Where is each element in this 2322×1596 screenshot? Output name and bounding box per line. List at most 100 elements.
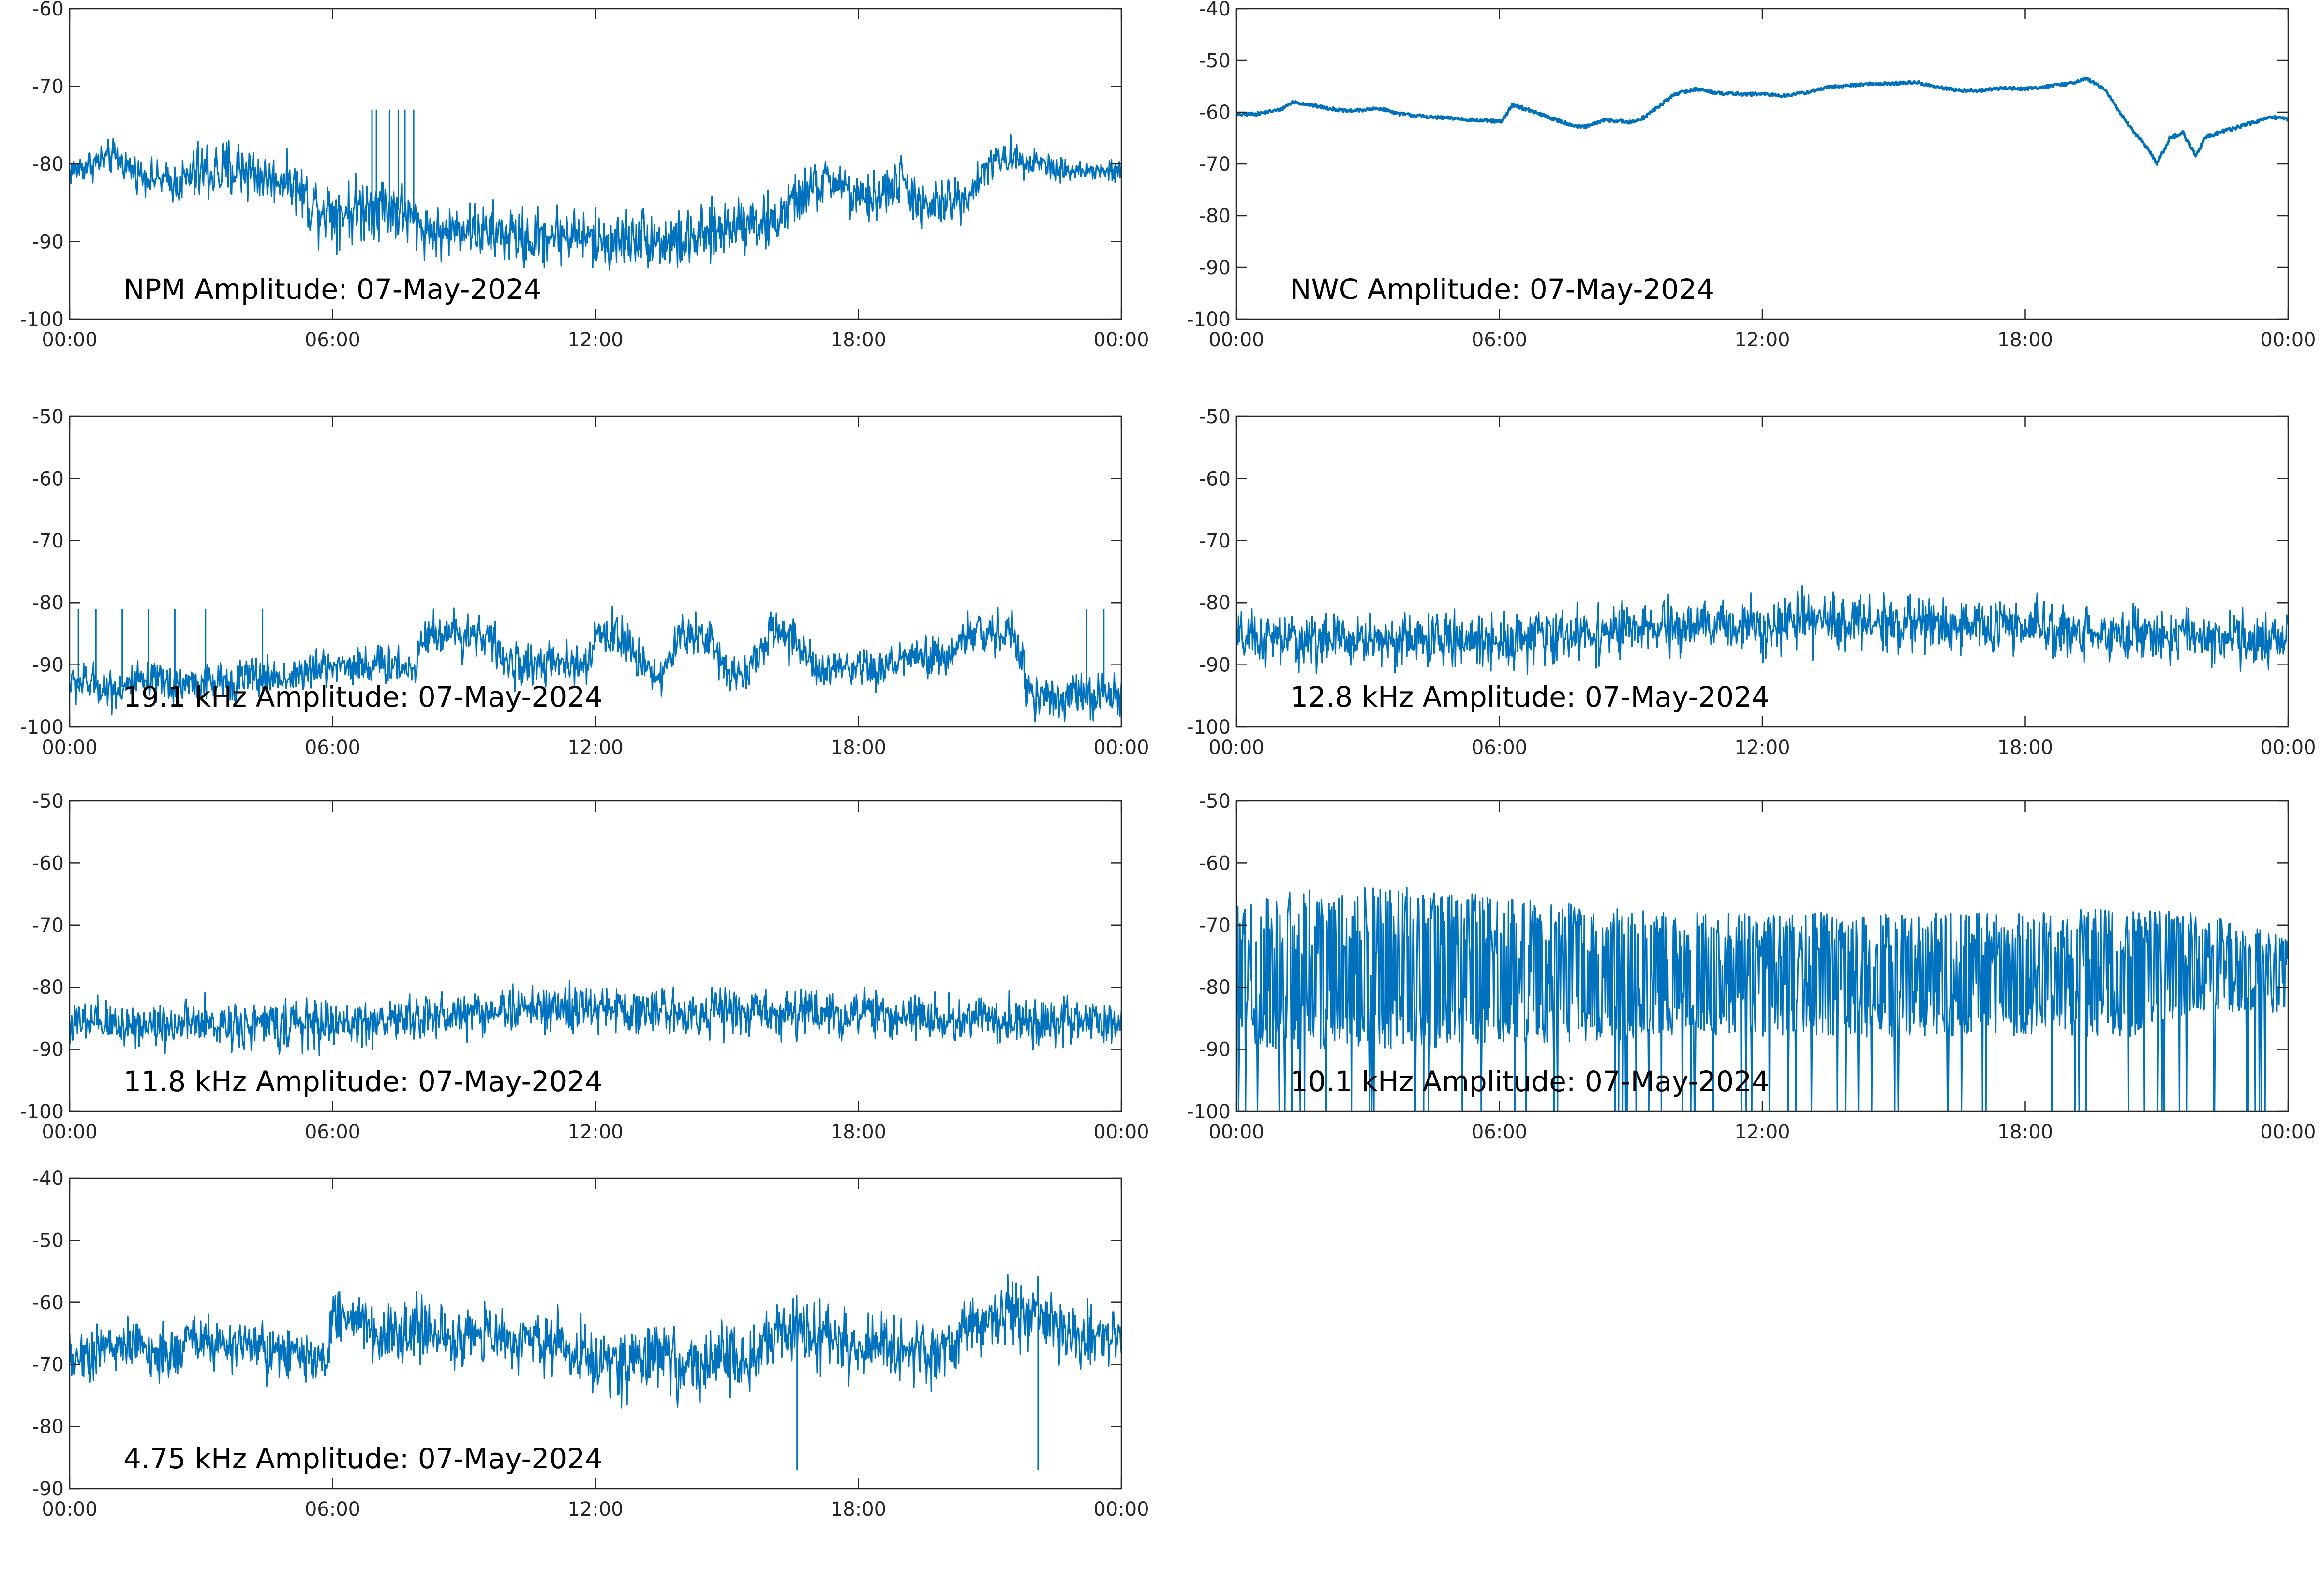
y-tick-label-f118-0: -100 — [20, 1101, 64, 1123]
series-line-f191 — [70, 605, 1121, 723]
y-tick-label-npm-3: -70 — [32, 76, 64, 98]
x-tick-label-npm-4: 00:00 — [1093, 329, 1149, 351]
y-tick-label-npm-0: -100 — [20, 309, 64, 331]
y-tick-label-f191-5: -50 — [32, 406, 64, 428]
x-tick-label-f118-2: 12:00 — [567, 1121, 623, 1143]
y-tick-label-f475-5: -40 — [32, 1167, 64, 1190]
y-tick-label-nwc-0: -100 — [1187, 309, 1231, 331]
y-tick-label-f191-2: -80 — [32, 592, 64, 614]
x-tick-label-nwc-1: 06:00 — [1472, 329, 1527, 351]
y-tick-label-nwc-3: -70 — [1199, 153, 1231, 176]
x-tick-label-f475-4: 00:00 — [1093, 1498, 1149, 1521]
x-tick-label-nwc-2: 12:00 — [1734, 329, 1790, 351]
y-tick-label-f118-4: -60 — [32, 852, 64, 874]
x-tick-label-f128-2: 12:00 — [1734, 737, 1790, 759]
x-tick-label-f191-3: 18:00 — [831, 737, 886, 759]
x-tick-label-npm-2: 12:00 — [567, 329, 623, 351]
x-tick-label-f118-0: 00:00 — [42, 1121, 97, 1143]
x-tick-label-f128-1: 06:00 — [1472, 737, 1527, 759]
y-tick-label-f101-2: -80 — [1199, 976, 1231, 999]
panel-f118: 00:00 06:00 12:00 18:00 00:00-100-90-80-70-6… — [20, 790, 1149, 1143]
panel-npm: 00:00 06:00 12:00 18:00 00:00-100-90-80-70-6… — [20, 0, 1149, 351]
x-tick-label-nwc-0: 00:00 — [1208, 329, 1264, 351]
x-tick-label-f118-3: 18:00 — [831, 1121, 886, 1143]
y-tick-label-npm-2: -80 — [32, 153, 64, 176]
x-tick-label-npm-0: 00:00 — [42, 329, 97, 351]
x-tick-label-npm-3: 18:00 — [831, 329, 886, 351]
y-tick-label-f128-3: -70 — [1199, 530, 1231, 552]
series-line-nwc — [1236, 76, 2288, 166]
panel-title-f191: 19.1 kHz Amplitude: 07-May-2024 — [123, 680, 603, 713]
x-tick-label-f118-4: 00:00 — [1093, 1121, 1149, 1143]
y-tick-label-f101-3: -70 — [1199, 915, 1231, 937]
x-tick-label-f475-2: 12:00 — [567, 1498, 623, 1521]
y-tick-label-f128-4: -60 — [1199, 468, 1231, 490]
panel-title-f101: 10.1 kHz Amplitude: 07-May-2024 — [1290, 1065, 1770, 1098]
panel-title-npm: NPM Amplitude: 07-May-2024 — [123, 273, 541, 306]
panel-f191: 00:00 06:00 12:00 18:00 00:00-100-90-80-70-6… — [20, 406, 1149, 759]
y-tick-label-f101-4: -60 — [1199, 852, 1231, 874]
y-tick-label-f475-0: -90 — [32, 1478, 64, 1500]
series-line-f101 — [1236, 887, 2288, 1111]
x-tick-label-f475-1: 06:00 — [305, 1498, 360, 1521]
panel-title-f118: 11.8 kHz Amplitude: 07-May-2024 — [123, 1065, 603, 1098]
x-tick-label-f101-0: 00:00 — [1208, 1121, 1264, 1143]
y-tick-label-f191-4: -60 — [32, 468, 64, 490]
x-tick-label-f101-4: 00:00 — [2260, 1121, 2316, 1143]
panel-f128: 00:00 06:00 12:00 18:00 00:00-100-90-80-70-6… — [1187, 406, 2316, 759]
x-tick-label-nwc-4: 00:00 — [2260, 329, 2316, 351]
y-tick-label-f128-2: -80 — [1199, 592, 1231, 614]
panel-title-nwc: NWC Amplitude: 07-May-2024 — [1290, 273, 1714, 306]
panel-f101: 00:00 06:00 12:00 18:00 00:00-100-90-80-70-6… — [1187, 790, 2316, 1143]
y-tick-label-f118-3: -70 — [32, 915, 64, 937]
x-tick-label-f191-4: 00:00 — [1093, 737, 1149, 759]
x-tick-label-nwc-3: 18:00 — [1997, 329, 2053, 351]
series-line-f128 — [1236, 585, 2288, 675]
panel-title-f475: 4.75 kHz Amplitude: 07-May-2024 — [123, 1442, 603, 1475]
x-tick-label-f128-4: 00:00 — [2260, 737, 2316, 759]
y-tick-label-f101-0: -100 — [1187, 1101, 1231, 1123]
x-tick-label-f101-1: 06:00 — [1472, 1121, 1527, 1143]
y-tick-label-f101-5: -50 — [1199, 790, 1231, 813]
y-tick-label-f118-5: -50 — [32, 790, 64, 813]
series-line-f118 — [70, 980, 1121, 1056]
y-tick-label-f118-2: -80 — [32, 976, 64, 999]
x-tick-label-f191-2: 12:00 — [567, 737, 623, 759]
series-line-npm — [70, 109, 1121, 271]
y-tick-label-npm-4: -60 — [32, 0, 64, 20]
y-tick-label-f475-4: -50 — [32, 1229, 64, 1252]
y-tick-label-f128-1: -90 — [1199, 654, 1231, 677]
x-tick-label-f475-0: 00:00 — [42, 1498, 97, 1521]
y-tick-label-f101-1: -90 — [1199, 1039, 1231, 1061]
y-tick-label-f128-5: -50 — [1199, 406, 1231, 428]
panel-nwc: 00:00 06:00 12:00 18:00 00:00-100-90-80-70-6… — [1187, 0, 2316, 351]
x-tick-label-f191-1: 06:00 — [305, 737, 360, 759]
y-tick-label-nwc-6: -40 — [1199, 0, 1231, 20]
x-tick-label-f128-0: 00:00 — [1208, 737, 1264, 759]
y-tick-label-f475-3: -60 — [32, 1292, 64, 1314]
x-tick-label-f118-1: 06:00 — [305, 1121, 360, 1143]
series-line-f475 — [70, 1274, 1121, 1470]
y-tick-label-f118-1: -90 — [32, 1039, 64, 1061]
y-tick-label-f128-0: -100 — [1187, 716, 1231, 739]
x-tick-label-f101-3: 18:00 — [1997, 1121, 2053, 1143]
y-tick-label-f475-1: -80 — [32, 1416, 64, 1438]
y-tick-label-npm-1: -90 — [32, 231, 64, 253]
y-tick-label-nwc-4: -60 — [1199, 102, 1231, 124]
x-tick-label-f128-3: 18:00 — [1997, 737, 2053, 759]
panels-group: 00:00 06:00 12:00 18:00 00:00-100-90-80-70-6… — [20, 0, 2316, 1521]
y-tick-label-nwc-5: -50 — [1199, 50, 1231, 72]
x-tick-label-f475-3: 18:00 — [831, 1498, 886, 1521]
panel-title-f128: 12.8 kHz Amplitude: 07-May-2024 — [1290, 680, 1770, 713]
y-tick-label-f191-1: -90 — [32, 654, 64, 677]
y-tick-label-f191-0: -100 — [20, 716, 64, 739]
y-tick-label-f475-2: -70 — [32, 1354, 64, 1376]
y-tick-label-nwc-1: -90 — [1199, 257, 1231, 279]
x-tick-label-f101-2: 12:00 — [1734, 1121, 1790, 1143]
panel-f475: 00:00 06:00 12:00 18:00 00:00-90-80-70-60-50… — [32, 1167, 1149, 1521]
y-tick-label-f191-3: -70 — [32, 530, 64, 552]
x-tick-label-f191-0: 00:00 — [42, 737, 97, 759]
y-tick-label-nwc-2: -80 — [1199, 205, 1231, 227]
